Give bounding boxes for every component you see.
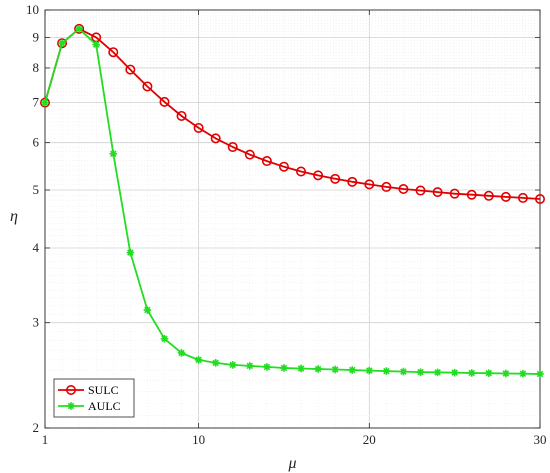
data-point-aulc: [536, 370, 544, 378]
y-tick-label: 6: [33, 135, 40, 150]
data-point-sulc: [517, 192, 528, 203]
data-point-aulc: [399, 367, 408, 376]
data-point-sulc: [364, 179, 375, 190]
tick-labels: 1 10 20 30 2 3 4 5 6 7 8 9 10: [26, 2, 547, 447]
data-point-sulc: [432, 187, 443, 198]
y-tick-label: 7: [33, 95, 40, 110]
legend: SULC AULC: [53, 378, 135, 418]
data-point-sulc: [466, 189, 477, 200]
series-sulc: [39, 23, 545, 205]
data-point-aulc: [126, 248, 135, 257]
data-point-aulc: [484, 369, 493, 377]
y-tick-label: 10: [26, 2, 39, 17]
data-point-sulc: [415, 185, 426, 196]
x-tick-label: 30: [534, 432, 547, 447]
data-point-aulc: [211, 359, 220, 367]
data-point-sulc: [381, 181, 392, 192]
data-series: [39, 23, 545, 378]
data-point-aulc: [109, 149, 118, 158]
series-aulc: [41, 25, 544, 378]
y-tick-label: 4: [33, 240, 40, 255]
data-point-aulc: [41, 98, 49, 107]
data-point-sulc: [296, 166, 307, 177]
data-point-sulc: [244, 149, 255, 160]
data-point-sulc: [534, 194, 545, 205]
data-point-sulc: [227, 142, 238, 153]
y-tick-label: 5: [33, 182, 40, 197]
data-point-aulc: [331, 365, 339, 374]
legend-label: AULC: [88, 399, 121, 413]
data-point-aulc: [160, 334, 169, 343]
data-point-sulc: [347, 176, 358, 187]
data-point-sulc: [39, 97, 50, 108]
data-point-aulc: [314, 365, 322, 373]
data-point-sulc: [176, 110, 187, 121]
x-tick-label: 20: [363, 432, 376, 447]
legend-marker: [67, 402, 75, 410]
legend-entry-sulc: SULC: [58, 383, 119, 397]
plot-area-frame: [44, 9, 541, 429]
data-point-sulc: [57, 38, 68, 49]
data-point-aulc: [177, 349, 186, 357]
y-tick-label: 2: [33, 420, 40, 435]
data-point-sulc: [261, 156, 272, 167]
data-point-aulc: [75, 25, 83, 33]
axes: [44, 9, 541, 429]
data-point-sulc: [330, 173, 341, 184]
data-point-sulc: [500, 191, 511, 202]
data-point-sulc: [108, 47, 119, 58]
y-axis-label: η: [10, 208, 18, 225]
data-point-aulc: [280, 364, 288, 372]
x-tick-label: 1: [42, 432, 49, 447]
legend-box: [53, 378, 135, 418]
data-point-aulc: [228, 361, 237, 369]
data-point-sulc: [278, 161, 289, 172]
data-point-aulc: [58, 39, 66, 48]
data-point-aulc: [433, 368, 442, 377]
y-tick-label: 3: [33, 315, 40, 330]
data-point-aulc: [502, 369, 510, 378]
legend-entry-aulc: AULC: [58, 399, 121, 413]
data-point-aulc: [382, 367, 391, 375]
legend-label: SULC: [88, 383, 119, 397]
data-point-sulc: [210, 133, 221, 144]
grid-lines: [45, 10, 540, 428]
data-point-sulc: [125, 64, 136, 75]
data-point-sulc: [313, 170, 324, 181]
x-tick-label: 10: [192, 432, 205, 447]
data-point-aulc: [519, 369, 527, 378]
data-point-aulc: [263, 363, 271, 371]
data-point-sulc: [449, 188, 460, 199]
x-axis-label: μ: [287, 455, 296, 472]
y-tick-label: 8: [33, 60, 40, 75]
data-point-sulc: [74, 23, 85, 34]
data-point-aulc: [194, 356, 203, 364]
data-point-aulc: [416, 368, 425, 376]
data-point-sulc: [159, 96, 170, 107]
data-point-sulc: [398, 183, 409, 194]
data-point-sulc: [142, 81, 153, 92]
data-point-aulc: [92, 40, 101, 49]
data-point-sulc: [483, 190, 494, 201]
data-point-aulc: [467, 369, 476, 377]
data-point-aulc: [143, 306, 152, 314]
data-point-aulc: [365, 366, 374, 375]
y-tick-label: 9: [33, 29, 40, 44]
legend-marker: [66, 384, 77, 395]
data-point-aulc: [246, 362, 254, 370]
data-point-sulc: [193, 122, 204, 133]
data-point-aulc: [450, 368, 459, 377]
data-point-aulc: [297, 364, 305, 373]
data-point-aulc: [348, 366, 357, 374]
